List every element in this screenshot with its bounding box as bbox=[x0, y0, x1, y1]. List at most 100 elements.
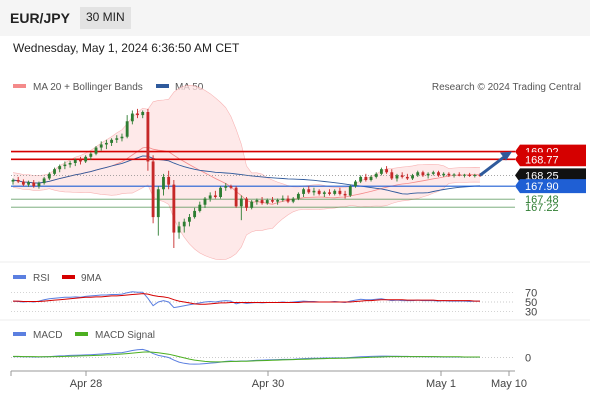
ma50-legend-swatch bbox=[156, 84, 169, 88]
candle bbox=[151, 161, 155, 218]
candle bbox=[187, 217, 191, 222]
candle bbox=[291, 198, 295, 202]
candle bbox=[348, 186, 352, 196]
candle bbox=[203, 198, 207, 205]
candle bbox=[442, 173, 446, 176]
candle bbox=[302, 189, 306, 194]
candle bbox=[125, 121, 129, 137]
candle bbox=[42, 178, 46, 184]
candle bbox=[27, 182, 30, 185]
rsi-9ma-line bbox=[13, 293, 480, 305]
candle bbox=[478, 175, 482, 177]
candle bbox=[198, 204, 202, 211]
macd-layer: 0 bbox=[11, 348, 531, 365]
candle bbox=[260, 200, 264, 204]
candle bbox=[411, 175, 414, 179]
bollinger-upper-line bbox=[12, 84, 481, 188]
candle bbox=[99, 144, 103, 148]
level-label-tag bbox=[515, 152, 586, 167]
candle bbox=[385, 169, 389, 173]
candle bbox=[379, 169, 383, 174]
rsi-legend-swatch bbox=[13, 275, 26, 279]
candle bbox=[416, 172, 420, 176]
candle bbox=[239, 198, 243, 207]
candle bbox=[400, 175, 404, 177]
candle bbox=[130, 113, 134, 122]
rsi-tick-label: 70 bbox=[525, 288, 537, 300]
candle bbox=[281, 198, 285, 201]
candle bbox=[16, 180, 20, 182]
candle bbox=[32, 182, 36, 187]
currency-pair: EUR/JPY bbox=[10, 10, 70, 26]
time-axis: Apr 28 Apr 30 May 1 May 10 bbox=[10, 371, 527, 390]
candle bbox=[156, 189, 160, 218]
macd-legend-label: MACD bbox=[33, 330, 62, 341]
candle bbox=[354, 181, 357, 187]
candle bbox=[312, 190, 316, 193]
level-label: 167.48 bbox=[525, 194, 559, 206]
time-axis-label: Apr 30 bbox=[252, 378, 284, 390]
timeframe-button[interactable]: 30 MIN bbox=[80, 7, 131, 29]
rsi-tick-label: 30 bbox=[525, 306, 537, 318]
candle bbox=[245, 198, 248, 208]
candle bbox=[172, 184, 176, 233]
nine-ma-legend-label: 9MA bbox=[81, 273, 102, 284]
candle bbox=[73, 159, 77, 163]
bollinger-band-fill bbox=[13, 85, 480, 260]
time-axis-label: May 10 bbox=[491, 378, 527, 390]
candle bbox=[84, 156, 88, 162]
rsi-line bbox=[12, 291, 480, 309]
candle bbox=[374, 173, 378, 177]
macd-legend-swatch bbox=[13, 332, 26, 336]
candle bbox=[47, 173, 51, 179]
candle bbox=[255, 200, 259, 202]
time-axis-label: May 1 bbox=[426, 378, 456, 390]
candle bbox=[431, 172, 435, 174]
level-label-tag bbox=[515, 168, 586, 183]
candle bbox=[271, 200, 274, 202]
candle bbox=[162, 176, 165, 190]
candle bbox=[468, 174, 472, 176]
candle bbox=[53, 169, 56, 174]
candle bbox=[219, 187, 222, 197]
candle bbox=[120, 136, 124, 139]
time-axis-label: Apr 28 bbox=[70, 378, 102, 390]
candle bbox=[68, 163, 72, 165]
candle bbox=[343, 193, 347, 196]
candle bbox=[146, 112, 150, 162]
candle bbox=[224, 186, 228, 188]
forecast-arrow-head bbox=[500, 151, 512, 161]
candle bbox=[463, 174, 466, 176]
candle bbox=[213, 195, 217, 197]
candle bbox=[457, 174, 461, 176]
candle bbox=[234, 187, 238, 207]
candle bbox=[447, 173, 451, 176]
candle bbox=[265, 200, 269, 204]
candle bbox=[426, 173, 430, 176]
ma50-line bbox=[12, 155, 481, 195]
candle bbox=[182, 221, 186, 227]
candle bbox=[58, 166, 62, 170]
level-label: 167.22 bbox=[525, 202, 559, 214]
candle bbox=[286, 198, 290, 202]
level-label-tag bbox=[515, 179, 586, 194]
candle bbox=[141, 112, 145, 116]
candle bbox=[11, 180, 15, 182]
candle bbox=[405, 176, 409, 179]
candle bbox=[437, 172, 440, 176]
macd-signal-legend-swatch bbox=[75, 332, 88, 336]
candle bbox=[208, 195, 212, 199]
bollinger-legend-swatch bbox=[13, 84, 26, 88]
candle bbox=[89, 153, 93, 157]
candle bbox=[359, 176, 363, 182]
bollinger-lower-line bbox=[12, 181, 481, 260]
level-label: 168.77 bbox=[525, 154, 559, 166]
candle bbox=[338, 190, 342, 194]
candle bbox=[296, 193, 300, 199]
macd-signal-line bbox=[13, 351, 480, 363]
candle bbox=[307, 189, 311, 193]
chart-header: EUR/JPY 30 MIN bbox=[0, 0, 590, 36]
